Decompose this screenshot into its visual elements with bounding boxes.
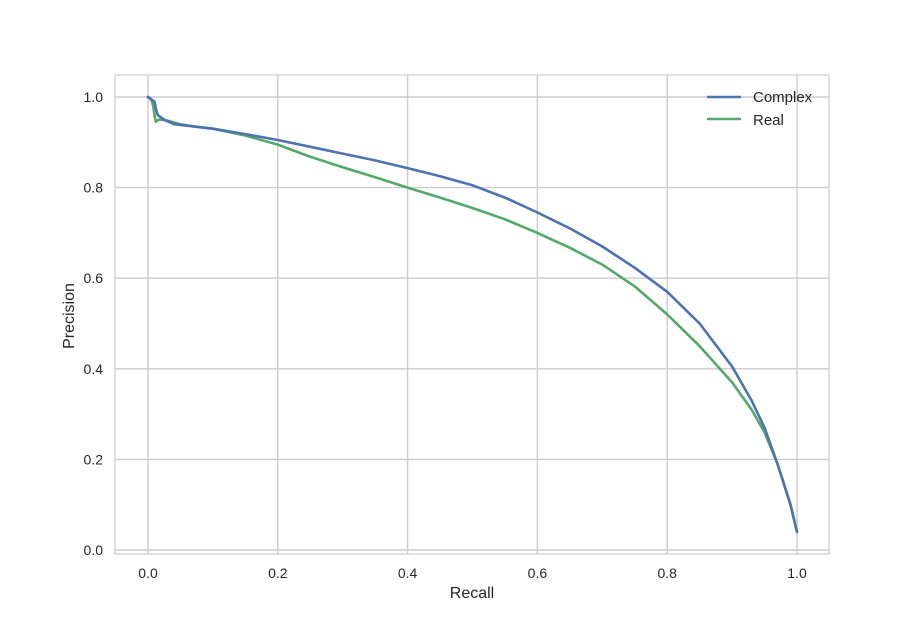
plot-area	[114, 74, 830, 555]
x-tick-label: 0.0	[138, 565, 158, 581]
x-tick-label: 1.0	[787, 565, 807, 581]
legend-label-real: Real	[753, 112, 784, 129]
x-tick-label: 0.8	[657, 565, 677, 581]
y-tick-label: 0.4	[84, 361, 104, 377]
x-tick-label: 0.4	[398, 565, 418, 581]
y-tick-label: 0.2	[84, 451, 104, 467]
y-tick-label: 1.0	[84, 89, 104, 105]
x-tick-label: 0.6	[528, 565, 548, 581]
series-line-complex	[146, 95, 799, 534]
x-tick-label: 0.2	[268, 565, 288, 581]
series-line-real	[146, 95, 799, 534]
plot-frame-border	[114, 74, 830, 555]
y-tick-label: 0.6	[84, 270, 104, 286]
legend-label-complex: Complex	[753, 89, 813, 106]
x-axis-label: Recall	[450, 585, 494, 602]
data-series	[146, 95, 799, 534]
y-axis-ticks: 0.0 0.2 0.4 0.6 0.8 1.0	[84, 89, 104, 558]
y-tick-label: 0.8	[84, 180, 104, 196]
y-tick-label: 0.0	[84, 542, 104, 558]
x-axis-ticks: 0.0 0.2 0.4 0.6 0.8 1.0	[138, 565, 807, 581]
y-axis-label: Precision	[61, 283, 78, 349]
legend: Complex Real	[707, 89, 813, 129]
